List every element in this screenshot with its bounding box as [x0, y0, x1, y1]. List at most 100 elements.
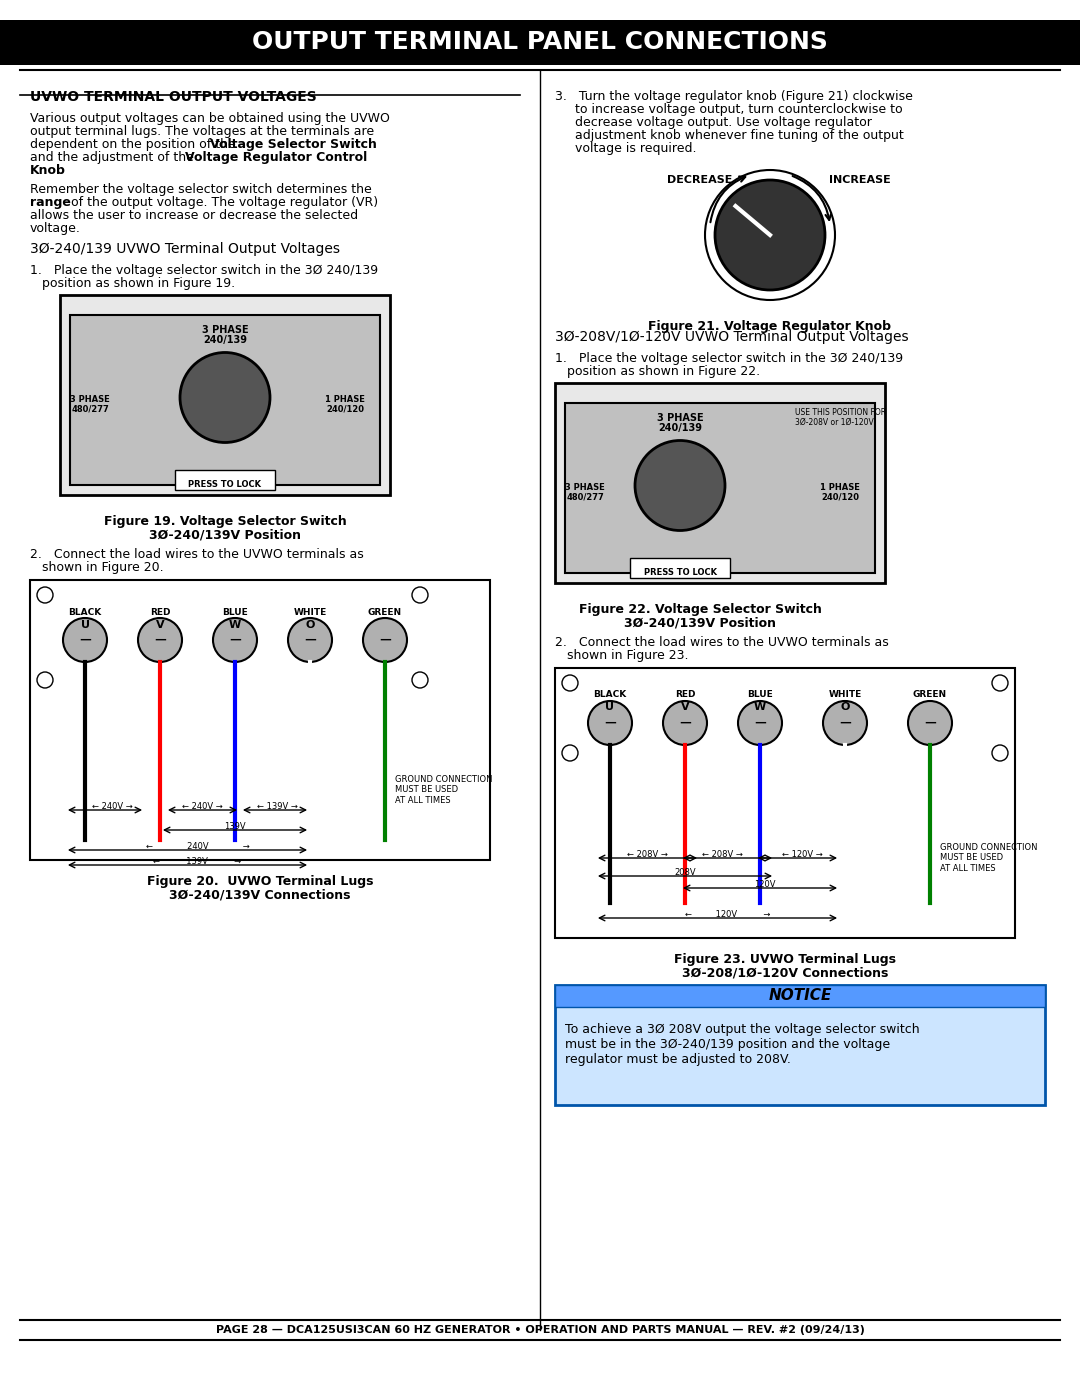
Text: 480/277: 480/277: [71, 405, 109, 414]
Circle shape: [180, 352, 270, 443]
Circle shape: [715, 180, 825, 291]
Circle shape: [63, 617, 107, 662]
Text: Figure 19. Voltage Selector Switch: Figure 19. Voltage Selector Switch: [104, 515, 347, 528]
Text: range: range: [30, 196, 71, 210]
Circle shape: [411, 672, 428, 687]
Text: allows the user to increase or decrease the selected: allows the user to increase or decrease …: [30, 210, 359, 222]
Text: −: −: [303, 631, 316, 650]
Text: RED: RED: [675, 690, 696, 698]
Circle shape: [663, 701, 707, 745]
Text: voltage is required.: voltage is required.: [555, 142, 697, 155]
Text: 3Ø-240/139V Position: 3Ø-240/139V Position: [149, 528, 301, 541]
Text: 139V: 139V: [225, 821, 246, 831]
FancyBboxPatch shape: [0, 20, 1080, 66]
Text: DECREASE: DECREASE: [667, 175, 732, 184]
Text: GROUND CONNECTION
MUST BE USED
AT ALL TIMES: GROUND CONNECTION MUST BE USED AT ALL TI…: [940, 842, 1038, 873]
Text: dependent on the position of the: dependent on the position of the: [30, 138, 240, 151]
Text: BLUE: BLUE: [222, 608, 248, 617]
Circle shape: [738, 701, 782, 745]
Text: 3Ø-208V/1Ø-120V UVWO Terminal Output Voltages: 3Ø-208V/1Ø-120V UVWO Terminal Output Vol…: [555, 330, 908, 344]
Circle shape: [993, 745, 1008, 761]
Text: 3.   Turn the voltage regulator knob (Figure 21) clockwise: 3. Turn the voltage regulator knob (Figu…: [555, 89, 913, 103]
Text: 1 PHASE: 1 PHASE: [325, 395, 365, 404]
Circle shape: [635, 440, 725, 531]
FancyBboxPatch shape: [60, 295, 390, 495]
Text: 3Ø-240/139V Connections: 3Ø-240/139V Connections: [170, 888, 351, 901]
Text: 3Ø-240/139V Position: 3Ø-240/139V Position: [624, 616, 777, 629]
Text: to increase voltage output, turn counterclockwise to: to increase voltage output, turn counter…: [555, 103, 903, 116]
Circle shape: [588, 701, 632, 745]
FancyBboxPatch shape: [555, 668, 1015, 937]
FancyBboxPatch shape: [565, 402, 875, 573]
Circle shape: [562, 745, 578, 761]
Text: 120V: 120V: [754, 880, 775, 888]
Circle shape: [37, 672, 53, 687]
Text: ← 208V →: ← 208V →: [627, 849, 667, 859]
Text: OUTPUT TERMINAL PANEL CONNECTIONS: OUTPUT TERMINAL PANEL CONNECTIONS: [252, 29, 828, 54]
Text: ←          139V          →: ← 139V →: [153, 856, 242, 866]
Text: U: U: [81, 620, 90, 630]
Text: 3 PHASE: 3 PHASE: [565, 483, 605, 492]
Text: .: .: [58, 163, 62, 177]
Text: −: −: [378, 631, 392, 650]
Text: RED: RED: [150, 608, 171, 617]
Circle shape: [363, 617, 407, 662]
Text: Figure 23. UVWO Terminal Lugs: Figure 23. UVWO Terminal Lugs: [674, 953, 896, 965]
FancyBboxPatch shape: [630, 557, 730, 578]
Text: BLUE: BLUE: [747, 690, 773, 698]
Circle shape: [288, 617, 332, 662]
FancyBboxPatch shape: [555, 985, 1045, 1105]
Text: position as shown in Figure 19.: position as shown in Figure 19.: [42, 277, 235, 291]
Text: ←         120V          →: ← 120V →: [685, 909, 770, 919]
Text: W: W: [229, 620, 241, 630]
Circle shape: [138, 617, 183, 662]
Text: ← 120V →: ← 120V →: [782, 849, 823, 859]
Text: WHITE: WHITE: [828, 690, 862, 698]
Text: decrease voltage output. Use voltage regulator: decrease voltage output. Use voltage reg…: [555, 116, 872, 129]
Text: must be in the 3Ø-240/139 position and the voltage: must be in the 3Ø-240/139 position and t…: [565, 1038, 890, 1051]
Text: position as shown in Figure 22.: position as shown in Figure 22.: [567, 365, 760, 379]
Text: 3Ø-208V or 1Ø-120V: 3Ø-208V or 1Ø-120V: [795, 418, 874, 427]
Text: −: −: [838, 714, 852, 732]
Text: 3 PHASE: 3 PHASE: [202, 326, 248, 335]
Circle shape: [705, 170, 835, 300]
Text: shown in Figure 20.: shown in Figure 20.: [42, 562, 164, 574]
Text: shown in Figure 23.: shown in Figure 23.: [567, 650, 689, 662]
Text: To achieve a 3Ø 208V output the voltage selector switch: To achieve a 3Ø 208V output the voltage …: [565, 1023, 920, 1037]
Text: BLACK: BLACK: [593, 690, 626, 698]
Text: V: V: [680, 703, 689, 712]
FancyBboxPatch shape: [555, 985, 1045, 1007]
Text: ← 139V →: ← 139V →: [257, 802, 298, 812]
Text: Remember the voltage selector switch determines the: Remember the voltage selector switch det…: [30, 183, 372, 196]
Text: 1.   Place the voltage selector switch in the 3Ø 240/139: 1. Place the voltage selector switch in …: [555, 352, 903, 365]
Text: 240/139: 240/139: [203, 335, 247, 345]
Text: V: V: [156, 620, 164, 630]
Text: 2.   Connect the load wires to the UVWO terminals as: 2. Connect the load wires to the UVWO te…: [30, 548, 364, 562]
Text: BLACK: BLACK: [68, 608, 102, 617]
Text: −: −: [678, 714, 692, 732]
Text: NOTICE: NOTICE: [768, 989, 832, 1003]
Text: Various output voltages can be obtained using the UVWO: Various output voltages can be obtained …: [30, 112, 390, 124]
Text: UVWO TERMINAL OUTPUT VOLTAGES: UVWO TERMINAL OUTPUT VOLTAGES: [30, 89, 316, 103]
Text: −: −: [78, 631, 92, 650]
Text: Voltage Selector Switch: Voltage Selector Switch: [210, 138, 377, 151]
Text: 240/139: 240/139: [658, 423, 702, 433]
Text: 208V: 208V: [674, 868, 696, 877]
FancyBboxPatch shape: [555, 383, 885, 583]
Circle shape: [823, 701, 867, 745]
Text: 1 PHASE: 1 PHASE: [820, 483, 860, 492]
Text: and the adjustment of the: and the adjustment of the: [30, 151, 198, 163]
Text: voltage.: voltage.: [30, 222, 81, 235]
Text: Voltage Regulator Control: Voltage Regulator Control: [185, 151, 367, 163]
FancyBboxPatch shape: [70, 314, 380, 485]
Text: USE THIS POSITION FOR: USE THIS POSITION FOR: [795, 408, 886, 416]
Text: PRESS TO LOCK: PRESS TO LOCK: [189, 481, 261, 489]
Text: of the output voltage. The voltage regulator (VR): of the output voltage. The voltage regul…: [67, 196, 378, 210]
Text: −: −: [228, 631, 242, 650]
Text: 1.   Place the voltage selector switch in the 3Ø 240/139: 1. Place the voltage selector switch in …: [30, 264, 378, 277]
Text: 240/120: 240/120: [821, 493, 859, 502]
FancyBboxPatch shape: [30, 580, 490, 861]
Text: 480/277: 480/277: [566, 493, 604, 502]
Text: −: −: [923, 714, 937, 732]
Text: Figure 21. Voltage Regulator Knob: Figure 21. Voltage Regulator Knob: [648, 320, 891, 332]
